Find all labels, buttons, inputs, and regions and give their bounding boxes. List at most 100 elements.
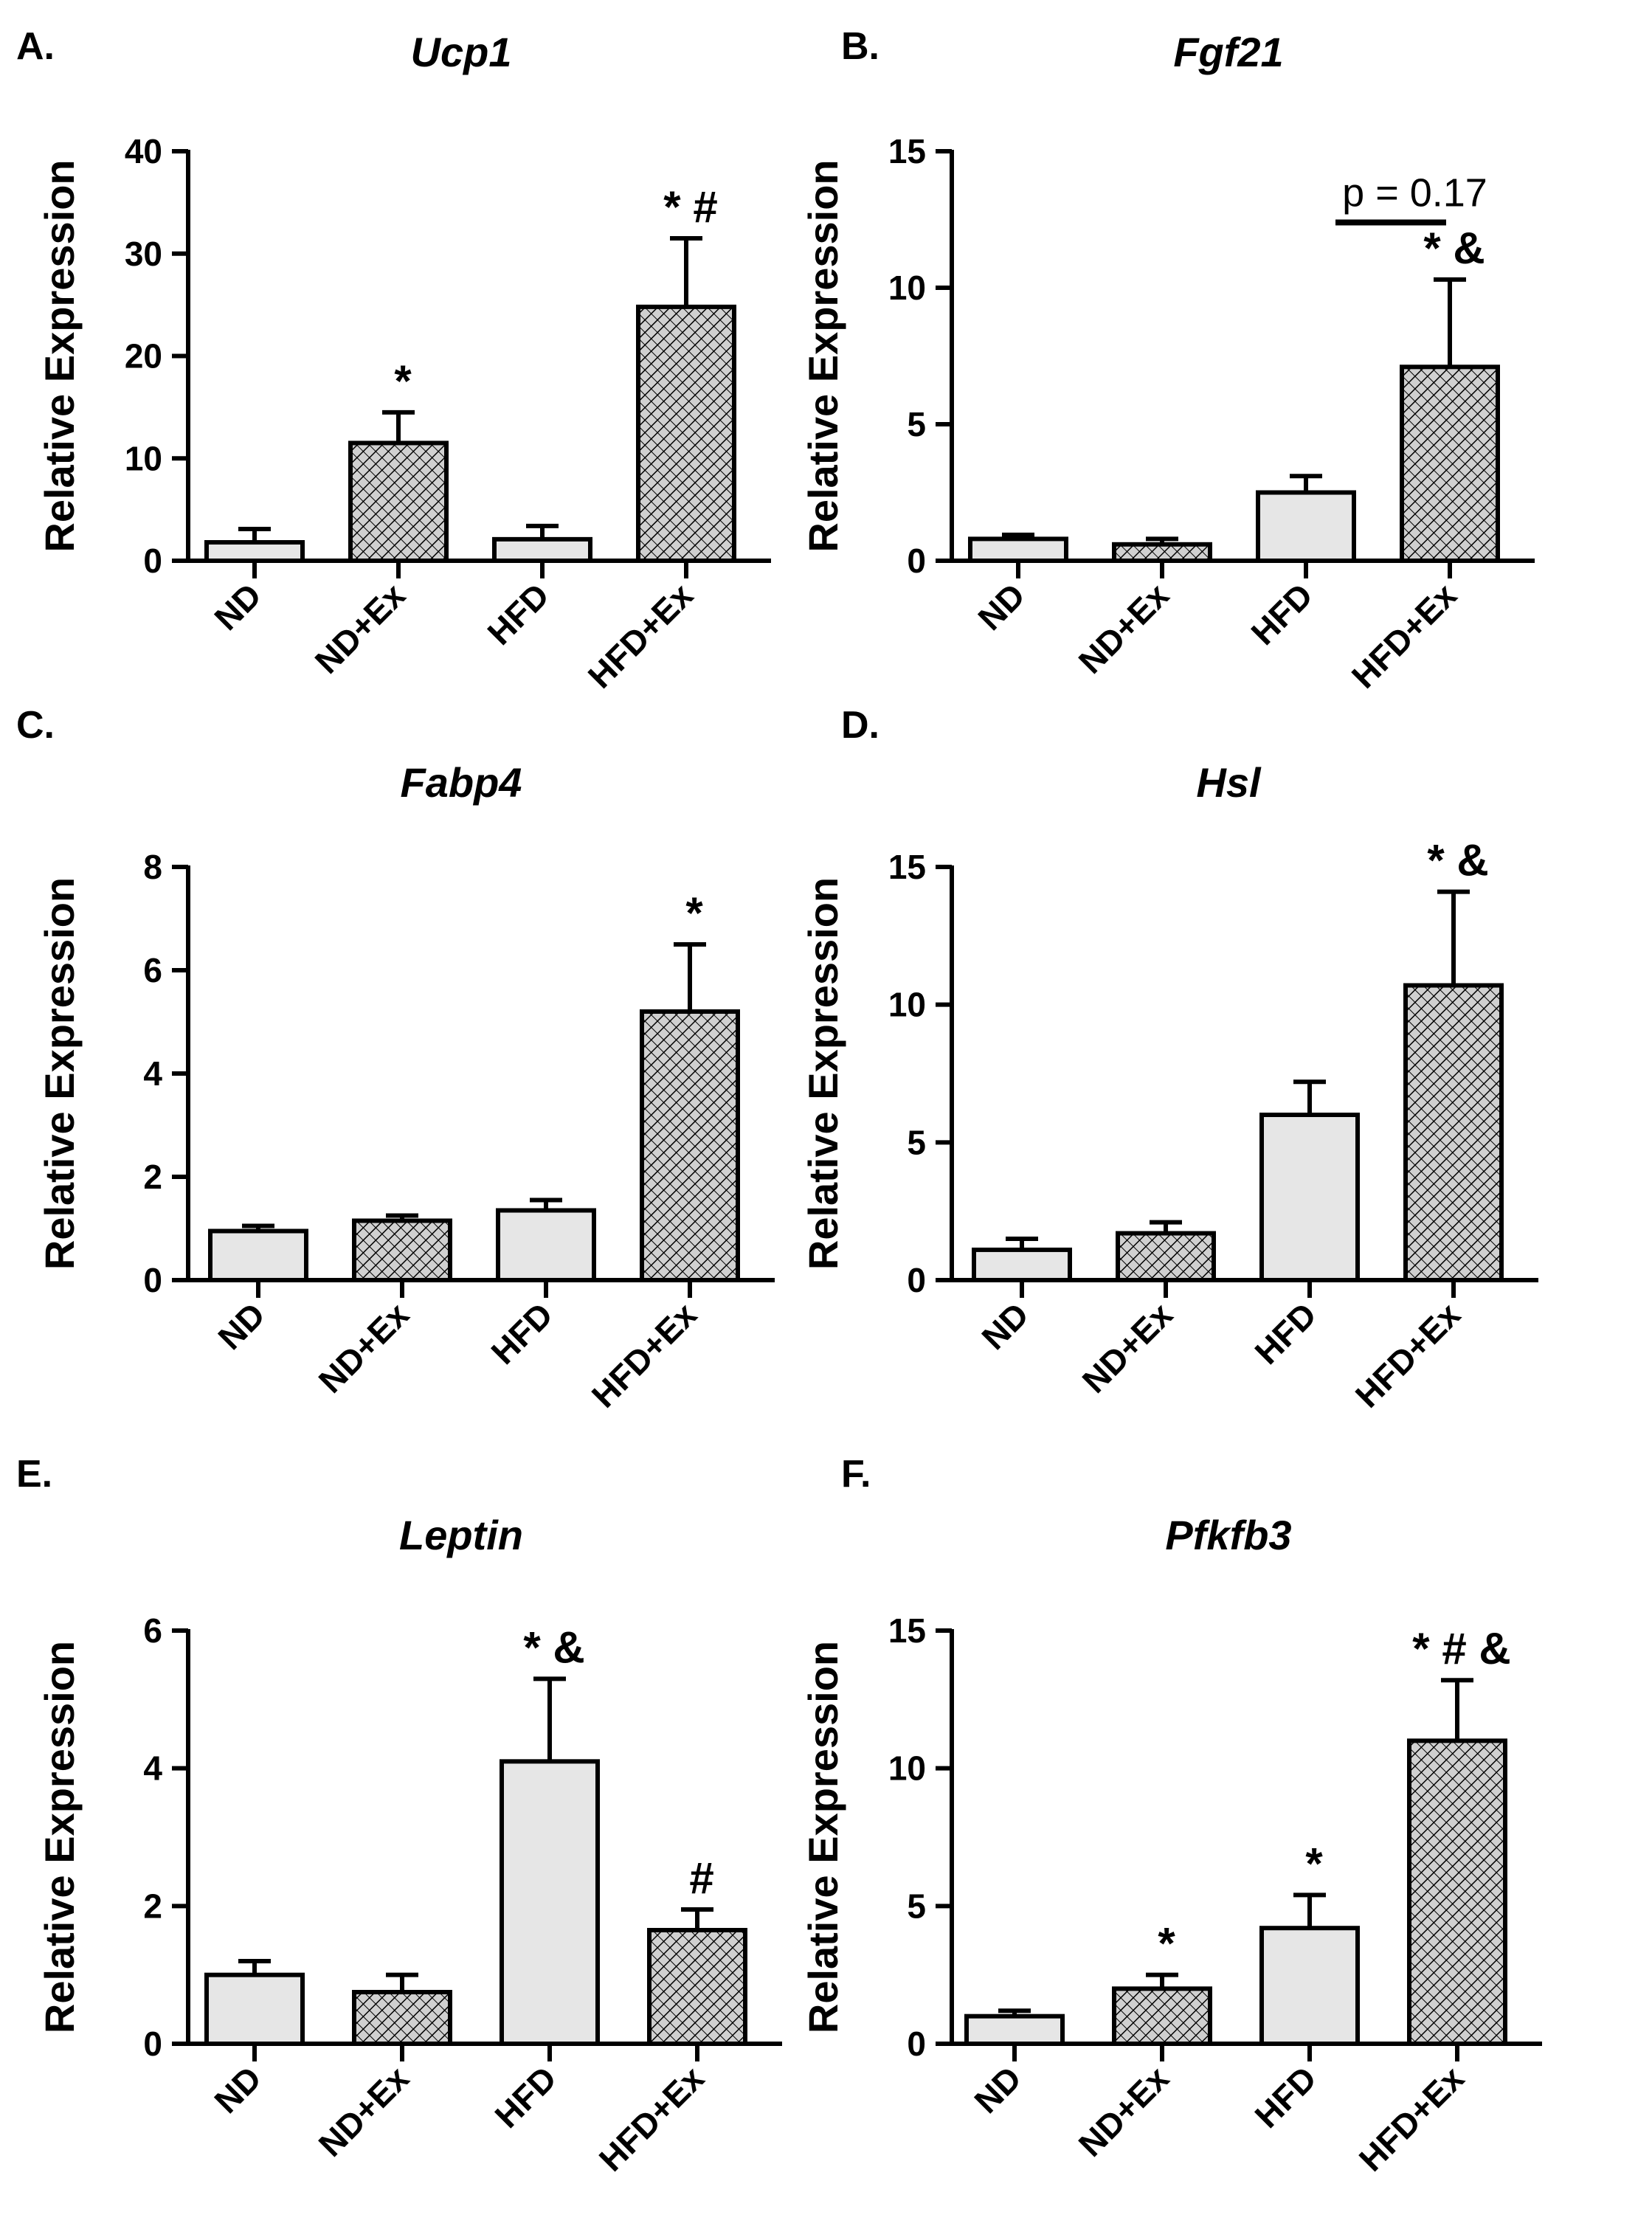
y-tick-label: 10 [125,439,162,477]
x-tick-label: ND [207,575,269,637]
y-axis-label: Relative Expression [36,159,83,552]
y-tick-label: 2 [143,1158,162,1196]
x-tick-label: HFD [483,1295,560,1372]
significance-annotation: * [394,356,412,406]
y-axis-label: Relative Expression [800,159,846,552]
panel-letter: E. [16,1453,52,1496]
significance-annotation: # [689,1853,713,1903]
bar-hfd-ex [1407,1738,1507,2046]
y-tick-label: 10 [888,986,926,1024]
chart-title: Ucp1 [411,29,512,75]
bar-nd-ex [352,1990,452,2046]
y-tick-label: 15 [888,848,926,886]
y-tick-label: 15 [888,1611,926,1650]
bar-nd-ex [1112,1986,1212,2046]
significance-annotation: * [1305,1839,1323,1888]
bar-hfd [500,1759,600,2046]
significance-annotation: * & [1427,836,1488,885]
chart-title: Hsl [1196,759,1262,806]
x-tick-label: ND+Ex [308,575,413,681]
bar-nd-ex [1112,542,1212,563]
significance-annotation: * # [663,182,717,232]
panel-f: F. Pfkfb3 Relative Expression 0 5 10 15 ND ND+Ex… [800,1453,1542,2179]
significance-annotation: * [1158,1919,1175,1969]
bar-hfd-ex [1400,364,1500,563]
x-tick-label: HFD+Ex [1352,2059,1472,2179]
bar-hfd [492,536,592,563]
bar-nd-ex [1116,1231,1216,1282]
x-tick-label: HFD [1247,2059,1324,2135]
x-tick-label: ND [210,1295,272,1357]
chart-title: Pfkfb3 [1165,1512,1291,1558]
y-tick-label: 2 [143,1887,162,1925]
x-tick-label: ND+Ex [1075,1295,1181,1400]
y-tick-label: 10 [888,1749,926,1788]
x-tick-label: HFD [487,2059,564,2135]
bar-hfd [496,1208,596,1282]
x-tick-label: ND [974,1295,1036,1357]
x-tick-label: HFD+Ex [1344,575,1465,696]
x-tick-label: ND [967,2059,1029,2120]
y-tick-label: 5 [907,405,926,443]
y-tick-label: 4 [143,1054,162,1093]
bar-hfd [1259,1113,1360,1282]
y-tick-label: 20 [125,337,162,376]
bar-nd-ex [352,1218,452,1282]
y-tick-label: 5 [907,1123,926,1161]
chart-title: Fabp4 [401,759,522,806]
y-tick-label: 40 [125,132,162,170]
y-tick-label: 0 [907,542,926,580]
bar-nd-ex [348,440,449,563]
panel-e: E. Leptin Relative Expression 0 2 4 6 ND ND+Ex HF… [16,1453,782,2179]
x-tick-label: ND+Ex [1071,575,1177,681]
panel-letter: C. [16,704,55,747]
bar-hfd-ex [640,1009,740,1282]
x-tick-label: HFD [1243,575,1320,652]
x-tick-label: ND+Ex [1071,2059,1177,2164]
y-tick-label: 4 [143,1749,162,1788]
x-tick-label: ND+Ex [311,1295,417,1400]
x-tick-label: HFD [1247,1295,1324,1372]
x-tick-label: HFD+Ex [1348,1295,1468,1415]
significance-annotation: * # & [1412,1624,1510,1673]
x-tick-label: HFD+Ex [592,2059,712,2179]
y-tick-label: 0 [907,2025,926,2063]
bar-nd [964,2014,1065,2047]
p-value-label: p = 0.17 [1342,171,1487,215]
x-tick-label: HFD+Ex [581,575,701,696]
significance-annotation: * [685,888,703,938]
chart-title: Leptin [399,1512,523,1558]
y-tick-label: 15 [888,132,926,170]
y-tick-label: 6 [143,951,162,989]
y-axis-label: Relative Expression [36,877,83,1270]
bar-hfd-ex [1403,983,1504,1282]
y-tick-label: 0 [143,2025,162,2063]
y-tick-label: 30 [125,235,162,273]
significance-annotation: * & [523,1622,584,1672]
y-tick-label: 10 [888,269,926,307]
y-tick-label: 0 [907,1261,926,1299]
bar-hfd [1256,490,1356,563]
x-tick-label: HFD+Ex [584,1295,705,1415]
y-tick-label: 8 [143,848,162,886]
x-tick-label: ND [207,2059,269,2120]
panel-d: D. Hsl Relative Expression 0 5 10 15 ND ND+Ex HFD… [800,704,1538,1415]
x-tick-label: ND [970,575,1032,637]
y-tick-label: 5 [907,1887,926,1925]
y-axis-label: Relative Expression [800,1641,846,2033]
panel-b: B. Fgf21 Relative Expression 0 5 10 15 ND ND+Ex H… [800,25,1535,696]
bar-nd [972,1247,1072,1283]
panel-c: C. Fabp4 Relative Expression 0 2 4 6 8 ND ND+Ex HF… [16,704,775,1415]
chart-title: Fgf21 [1173,29,1283,75]
panel-letter: A. [16,25,55,68]
bar-hfd [1259,1926,1360,2046]
panel-letter: F. [841,1453,871,1496]
y-axis-label: Relative Expression [800,877,846,1270]
x-tick-label: HFD [480,575,556,652]
bar-hfd-ex [636,304,736,563]
bar-nd [208,1228,308,1282]
bar-nd [968,536,1068,564]
bar-nd [204,540,305,564]
